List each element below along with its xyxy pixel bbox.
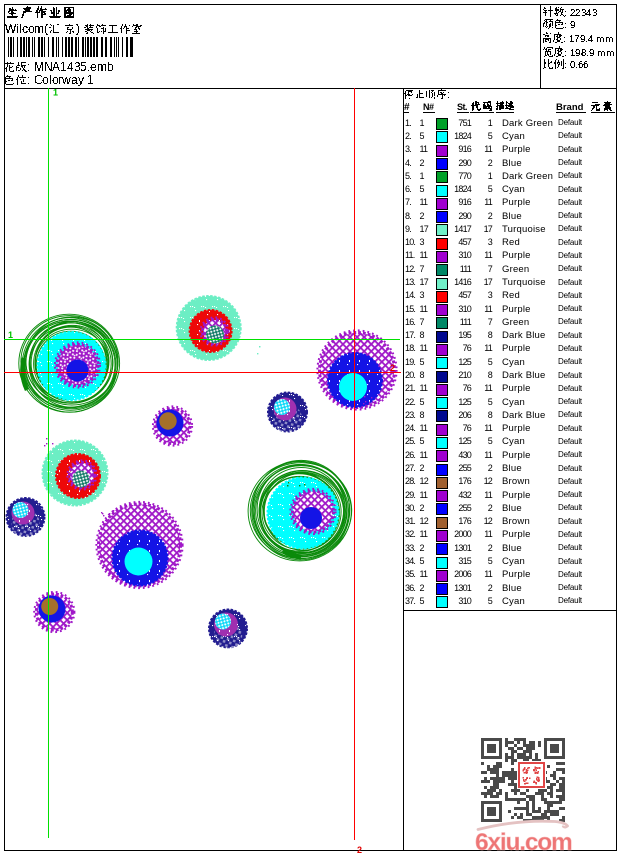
- svg-text:1: 1: [53, 88, 58, 98]
- svg-text:6xiu.com: 6xiu.com: [475, 829, 572, 856]
- svg-text:2: 2: [357, 845, 362, 855]
- svg-text:1: 1: [8, 330, 13, 340]
- svg-text:2: 2: [390, 363, 395, 373]
